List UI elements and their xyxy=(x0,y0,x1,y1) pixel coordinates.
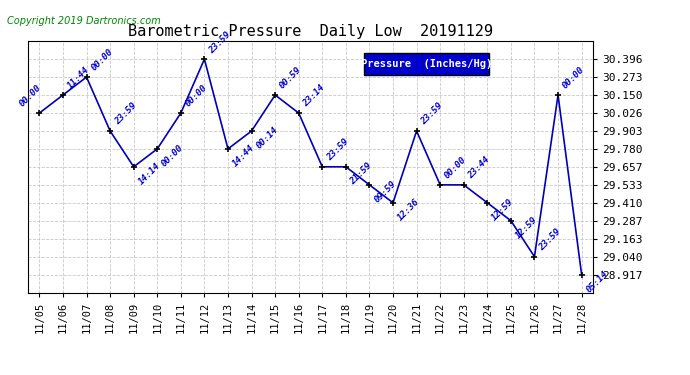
Text: 00:00: 00:00 xyxy=(160,143,186,168)
Text: 11:44: 11:44 xyxy=(66,66,91,91)
Title: Barometric Pressure  Daily Low  20191129: Barometric Pressure Daily Low 20191129 xyxy=(128,24,493,39)
Text: 14:44: 14:44 xyxy=(230,143,256,168)
Text: 00:00: 00:00 xyxy=(443,155,469,181)
Text: 23:59: 23:59 xyxy=(207,30,233,55)
FancyBboxPatch shape xyxy=(364,53,489,75)
Text: Pressure  (Inches/Hg): Pressure (Inches/Hg) xyxy=(361,59,492,69)
Text: 12:59: 12:59 xyxy=(490,197,515,222)
Text: 00:00: 00:00 xyxy=(184,84,209,109)
Text: Copyright 2019 Dartronics.com: Copyright 2019 Dartronics.com xyxy=(7,16,161,26)
Text: 05:14: 05:14 xyxy=(584,268,610,294)
Text: 00:59: 00:59 xyxy=(278,66,304,91)
Text: 23:14: 23:14 xyxy=(302,84,327,109)
Text: 00:00: 00:00 xyxy=(17,84,43,109)
Text: 23:59: 23:59 xyxy=(420,102,445,127)
Text: 00:14: 00:14 xyxy=(255,125,279,150)
Text: 23:59: 23:59 xyxy=(113,102,138,127)
Text: 23:44: 23:44 xyxy=(466,155,492,181)
Text: 23:59: 23:59 xyxy=(538,227,562,252)
Text: 00:00: 00:00 xyxy=(89,48,115,73)
Text: 09:59: 09:59 xyxy=(372,179,397,204)
Text: 21:59: 21:59 xyxy=(348,161,374,186)
Text: 12:59: 12:59 xyxy=(513,215,539,240)
Text: 00:00: 00:00 xyxy=(561,66,586,91)
Text: 14:14: 14:14 xyxy=(137,161,162,186)
Text: 12:36: 12:36 xyxy=(396,197,421,222)
Text: 23:59: 23:59 xyxy=(325,137,351,163)
